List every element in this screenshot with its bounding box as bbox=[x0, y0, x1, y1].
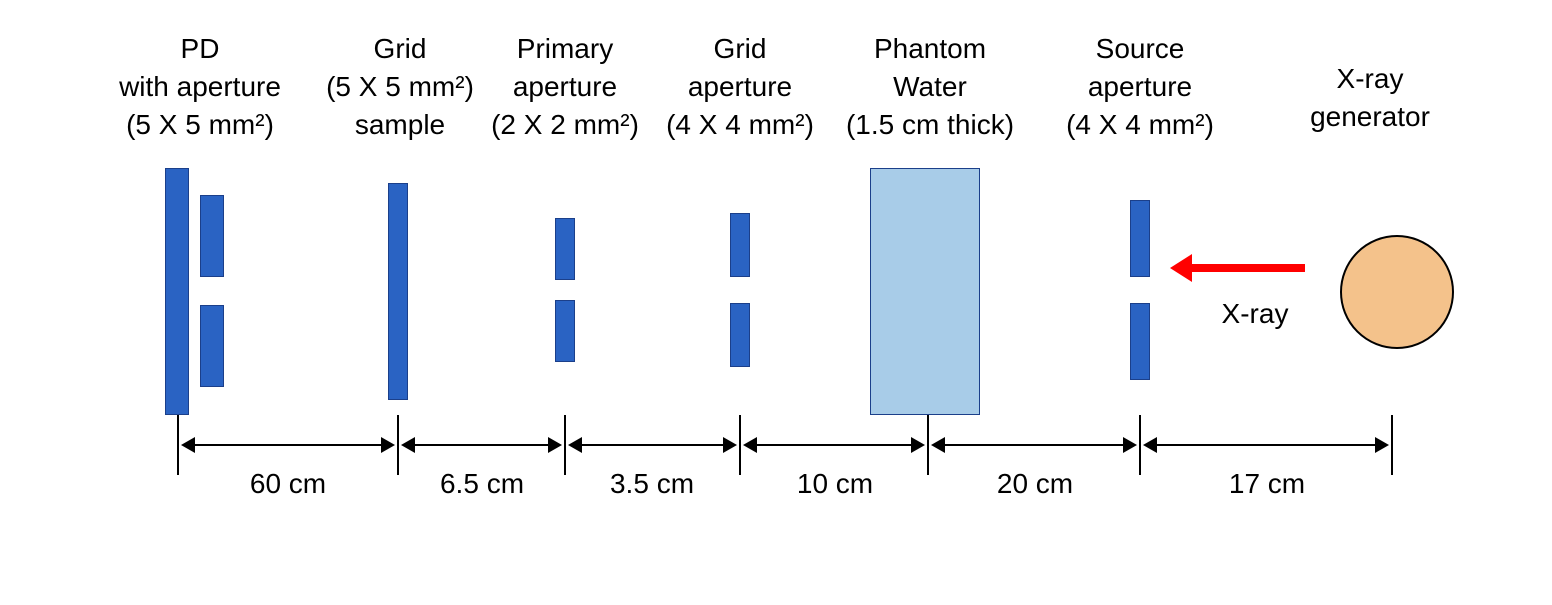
grid-aperture-label: Grid aperture (4 X 4 mm²) bbox=[650, 30, 830, 143]
pd-l2: with aperture bbox=[119, 71, 281, 102]
grid-sample-label: Grid (5 X 5 mm²) sample bbox=[305, 30, 495, 143]
xray-arrow-head bbox=[1170, 254, 1192, 282]
dim3-label: 3.5 cm bbox=[602, 468, 702, 500]
xraygen-l2: generator bbox=[1310, 101, 1430, 132]
gridap-l1: Grid bbox=[714, 33, 767, 64]
dim2-text: 6.5 cm bbox=[440, 468, 524, 499]
dim4-text: 10 cm bbox=[797, 468, 873, 499]
dim2-label: 6.5 cm bbox=[432, 468, 532, 500]
generator-label: X-ray generator bbox=[1280, 60, 1460, 136]
dim5-text: 20 cm bbox=[997, 468, 1073, 499]
dim1-label: 60 cm bbox=[238, 468, 338, 500]
dim-tick-1 bbox=[397, 415, 399, 475]
dim1-arrow-r bbox=[381, 437, 395, 453]
pd-label: PD with aperture (5 X 5 mm²) bbox=[100, 30, 300, 143]
primary-l3: (2 X 2 mm²) bbox=[491, 109, 639, 140]
dim6-text: 17 cm bbox=[1229, 468, 1305, 499]
dim6-line bbox=[1155, 444, 1377, 446]
grid-l2: (5 X 5 mm²) bbox=[326, 71, 474, 102]
xray-generator-icon bbox=[1340, 235, 1454, 349]
primary-aperture-bottom bbox=[555, 300, 575, 362]
source-l2: aperture bbox=[1088, 71, 1192, 102]
dim3-text: 3.5 cm bbox=[610, 468, 694, 499]
dim1-text: 60 cm bbox=[250, 468, 326, 499]
pd-aperture-top bbox=[200, 195, 224, 277]
grid-aperture-bottom bbox=[730, 303, 750, 367]
pd-l1: PD bbox=[181, 33, 220, 64]
grid-l1: Grid bbox=[374, 33, 427, 64]
gridap-l2: aperture bbox=[688, 71, 792, 102]
dim4-arrow-r bbox=[911, 437, 925, 453]
pd-l3: (5 X 5 mm²) bbox=[126, 109, 274, 140]
dim6-arrow-r bbox=[1375, 437, 1389, 453]
gridap-l3: (4 X 4 mm²) bbox=[666, 109, 814, 140]
dim4-line bbox=[755, 444, 913, 446]
dim3-arrow-r bbox=[723, 437, 737, 453]
dim-tick-4 bbox=[927, 415, 929, 475]
dim2-line bbox=[413, 444, 550, 446]
phantom-label: Phantom Water (1.5 cm thick) bbox=[830, 30, 1030, 143]
primary-l1: Primary bbox=[517, 33, 613, 64]
source-l1: Source bbox=[1096, 33, 1185, 64]
xray-text: X-ray bbox=[1222, 298, 1289, 329]
dim-tick-2 bbox=[564, 415, 566, 475]
dim-tick-5 bbox=[1139, 415, 1141, 475]
xray-arrow-label: X-ray bbox=[1210, 295, 1300, 333]
source-aperture-top bbox=[1130, 200, 1150, 277]
dim4-label: 10 cm bbox=[785, 468, 885, 500]
primary-l2: aperture bbox=[513, 71, 617, 102]
dim2-arrow-r bbox=[548, 437, 562, 453]
dim-tick-3 bbox=[739, 415, 741, 475]
phantom-l3: (1.5 cm thick) bbox=[846, 109, 1014, 140]
source-aperture-bottom bbox=[1130, 303, 1150, 380]
diagram-canvas: PD with aperture (5 X 5 mm²) Grid (5 X 5… bbox=[0, 0, 1552, 605]
dim5-label: 20 cm bbox=[985, 468, 1085, 500]
phantom-water bbox=[870, 168, 980, 415]
phantom-l1: Phantom bbox=[874, 33, 986, 64]
xray-arrow-shaft bbox=[1190, 264, 1305, 272]
dim6-label: 17 cm bbox=[1217, 468, 1317, 500]
phantom-l2: Water bbox=[893, 71, 967, 102]
primary-aperture-top bbox=[555, 218, 575, 280]
dim1-line bbox=[193, 444, 383, 446]
grid-aperture-top bbox=[730, 213, 750, 277]
source-l3: (4 X 4 mm²) bbox=[1066, 109, 1214, 140]
dim5-arrow-r bbox=[1123, 437, 1137, 453]
primary-aperture-label: Primary aperture (2 X 2 mm²) bbox=[475, 30, 655, 143]
xraygen-l1: X-ray bbox=[1337, 63, 1404, 94]
pd-detector-bar bbox=[165, 168, 189, 415]
grid-sample-bar bbox=[388, 183, 408, 400]
dim3-line bbox=[580, 444, 725, 446]
pd-aperture-bottom bbox=[200, 305, 224, 387]
grid-l3: sample bbox=[355, 109, 445, 140]
dim-tick-0 bbox=[177, 415, 179, 475]
source-aperture-label: Source aperture (4 X 4 mm²) bbox=[1050, 30, 1230, 143]
dim-tick-6 bbox=[1391, 415, 1393, 475]
dim5-line bbox=[943, 444, 1125, 446]
